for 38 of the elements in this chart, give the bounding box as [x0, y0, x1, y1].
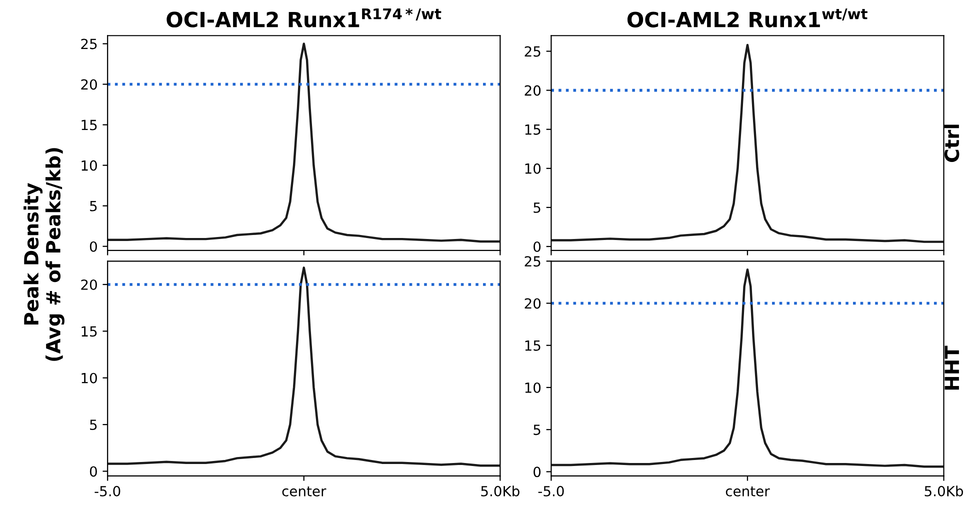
y-tick-label: 15	[525, 124, 540, 135]
chart-title: OCI-AML2 Runx1$^{R174*/wt}$	[166, 8, 442, 28]
y-tick-label: 0	[534, 241, 541, 252]
y-tick-label: 25	[81, 38, 97, 50]
line-series	[108, 42, 500, 243]
y-tick-label: 0	[90, 241, 97, 252]
y-tick-label: 20	[81, 279, 97, 290]
x-tick-label: -5.0	[538, 486, 564, 496]
y-tick-label: 10	[82, 160, 97, 171]
y-axis-title: Peak Density (Avg # of Peaks/kb)	[24, 148, 64, 361]
line-series	[551, 44, 944, 243]
y-tick-label: 10	[82, 372, 97, 384]
y-tick-label: 25	[524, 256, 540, 267]
y-tick-label: 10	[525, 382, 541, 393]
y-tick-label: 10	[525, 163, 541, 174]
y2-axis-title: Ctrl	[944, 124, 960, 162]
y2-axis-title: HHT	[944, 346, 959, 390]
y-tick-label: 15	[525, 340, 540, 351]
chart-title: OCI-AML2 Runx1$^{wt/wt}$	[627, 8, 868, 28]
y-tick-label: 20	[524, 85, 541, 96]
y-tick-label: 0	[534, 466, 541, 478]
x-tick-label: center	[726, 486, 770, 496]
y-tick-label: 15	[82, 326, 97, 337]
x-tick-label: 5.0Kb	[924, 486, 964, 496]
line-series	[108, 266, 500, 467]
y-tick-label: 5	[90, 200, 97, 212]
x-tick-label: center	[282, 486, 326, 496]
y-tick-label: 5	[90, 420, 97, 430]
x-tick-label: -5.0	[94, 486, 120, 496]
line-series	[551, 268, 944, 468]
y-tick-label: 0	[90, 466, 97, 477]
y-tick-label: 15	[82, 120, 97, 130]
y-tick-label: 5	[534, 202, 540, 213]
x-tick-label: 5.0Kb	[481, 486, 520, 496]
y-tick-label: 5	[534, 424, 540, 436]
y-tick-label: 25	[524, 46, 540, 57]
y-tick-label: 20	[524, 298, 541, 309]
y-tick-label: 20	[81, 79, 97, 90]
